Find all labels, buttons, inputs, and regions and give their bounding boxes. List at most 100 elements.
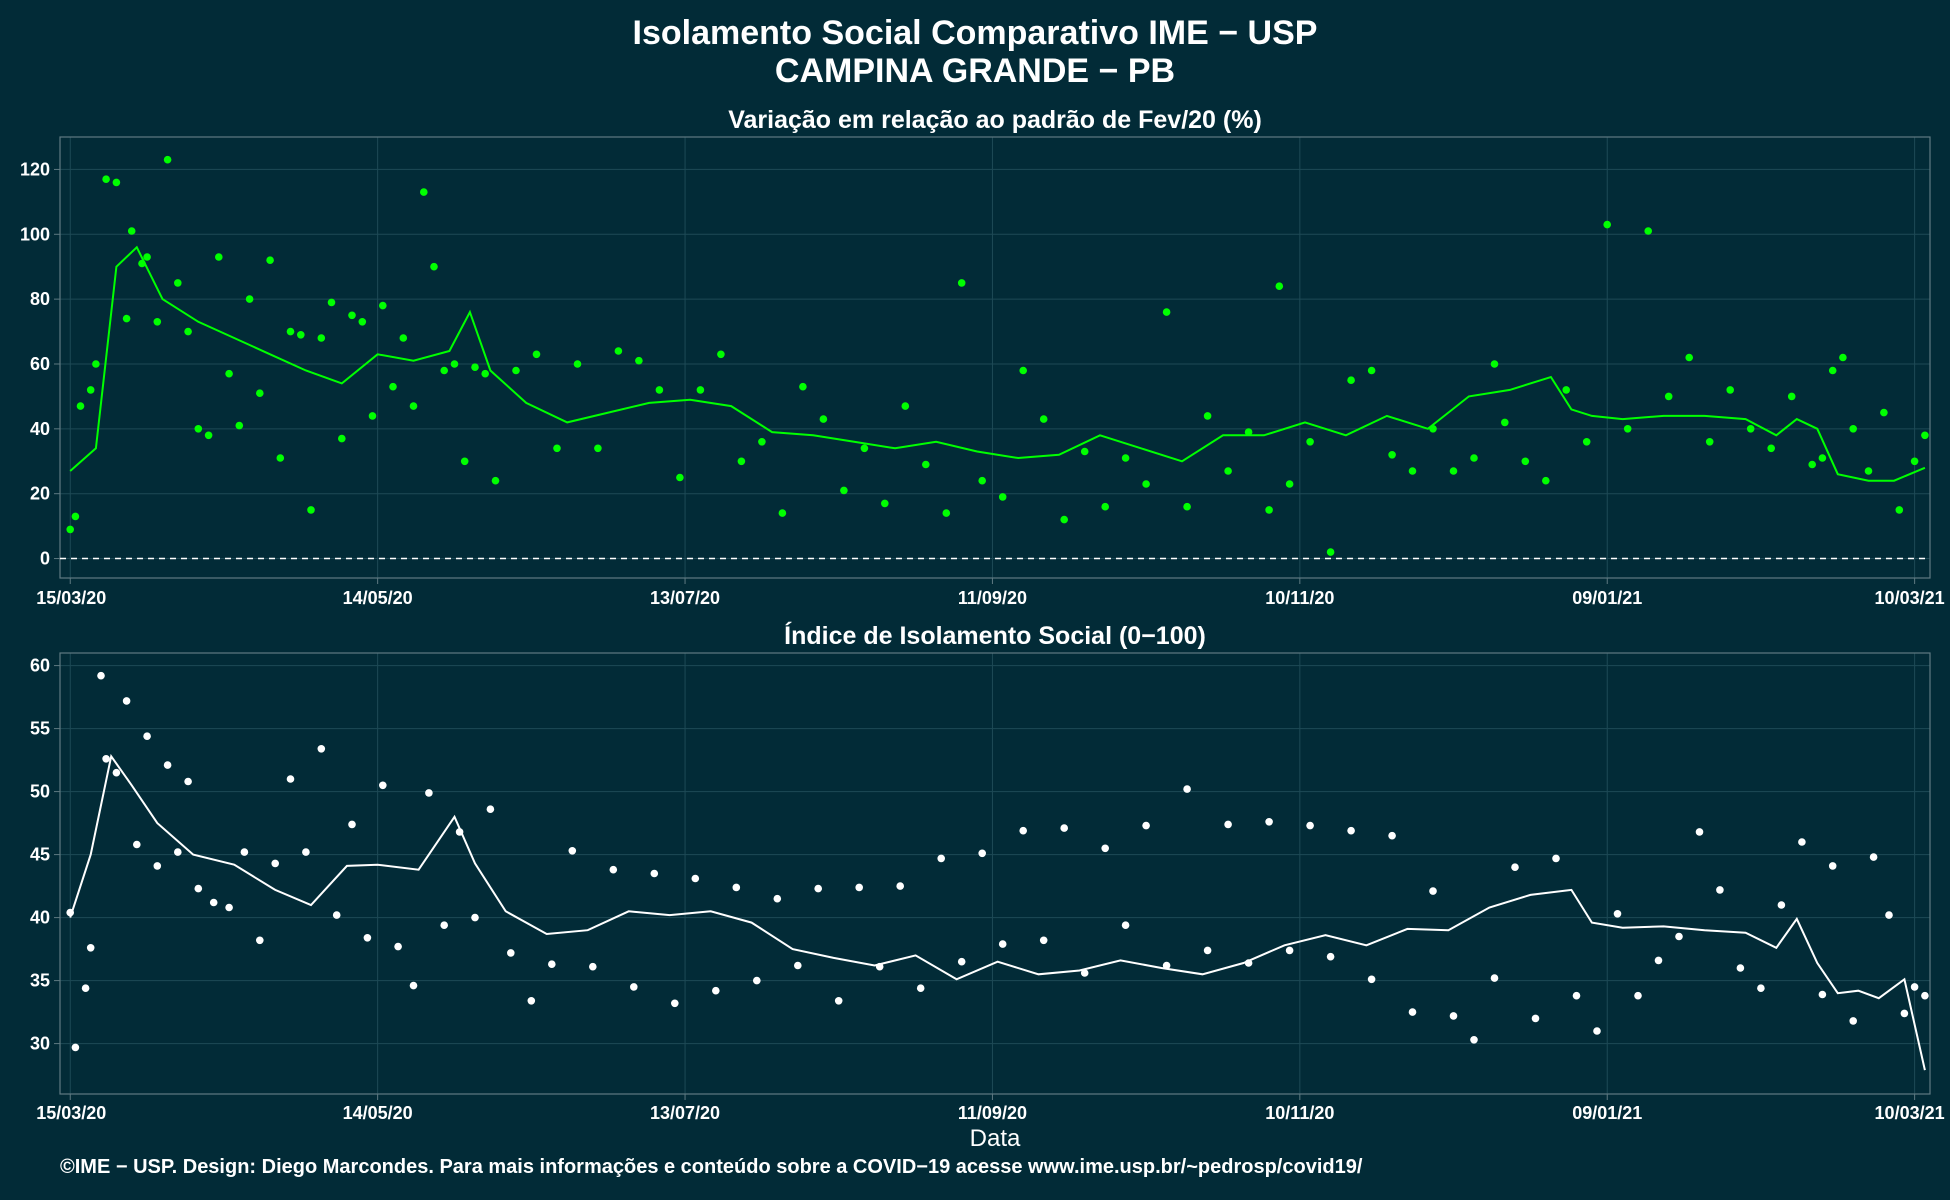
data-point [276, 454, 285, 462]
data-point [527, 997, 536, 1005]
data-point [1326, 548, 1335, 556]
data-point [860, 444, 869, 453]
data-point [881, 499, 889, 508]
data-point [112, 178, 121, 187]
data-point [1285, 946, 1294, 955]
x-tick-label: 13/07/20 [650, 1103, 720, 1123]
data-point [916, 984, 925, 992]
data-point [143, 253, 151, 261]
data-point [758, 438, 766, 446]
data-point [1326, 952, 1335, 961]
data-point [1869, 853, 1878, 861]
y-tick-label: 100 [20, 224, 50, 244]
data-point [855, 883, 863, 892]
y-tick-label: 55 [30, 719, 50, 739]
x-tick-label: 10/03/21 [1875, 1103, 1945, 1123]
data-point [332, 911, 341, 919]
data-point [696, 386, 705, 394]
data-point [507, 949, 515, 957]
data-point [209, 898, 218, 907]
credits-footer: ©IME − USP. Design: Diego Marcondes. Par… [60, 1156, 1363, 1178]
data-point [814, 884, 822, 893]
data-point [425, 789, 433, 797]
data-point [896, 882, 904, 890]
data-point [1582, 438, 1591, 446]
data-point [1367, 366, 1376, 375]
data-point [1895, 506, 1904, 514]
data-point [1019, 826, 1027, 835]
data-point [1798, 838, 1806, 846]
data-point [794, 961, 802, 970]
data-point [163, 155, 172, 164]
data-point [1080, 969, 1089, 977]
data-point [153, 862, 162, 870]
data-point [409, 981, 418, 990]
panel-title: Índice de Isolamento Social (0−100) [784, 621, 1206, 650]
data-point [368, 412, 377, 420]
data-point [1705, 438, 1714, 446]
data-point [112, 768, 121, 777]
data-point [122, 314, 131, 323]
data-point [1449, 1012, 1458, 1020]
data-point [86, 386, 95, 394]
data-point [1777, 901, 1786, 909]
data-point [307, 506, 315, 514]
data-point [1757, 984, 1765, 992]
data-point [430, 262, 438, 271]
data-point [1101, 502, 1109, 511]
data-point [1224, 467, 1232, 475]
data-point [143, 732, 151, 740]
x-tick-label: 15/03/20 [36, 588, 106, 608]
data-point [778, 509, 787, 517]
panel-border [59, 136, 1931, 579]
data-point [66, 525, 74, 534]
data-point [440, 921, 449, 929]
data-point [1388, 831, 1396, 840]
data-point [1449, 467, 1458, 475]
data-point [1244, 428, 1253, 436]
y-tick-label: 80 [30, 289, 50, 309]
data-point [630, 983, 638, 991]
data-point [1767, 444, 1775, 453]
data-point [153, 318, 162, 326]
data-point [240, 848, 249, 856]
figure-subtitle-city: CAMPINA GRANDE − PB [774, 52, 1176, 90]
data-point [363, 934, 372, 942]
data-point [957, 279, 966, 287]
data-point [635, 356, 643, 365]
data-point [1634, 991, 1642, 1000]
y-tick-label: 0 [40, 549, 50, 569]
data-point [1664, 392, 1673, 401]
data-point [998, 940, 1007, 948]
data-point [1060, 515, 1068, 524]
data-point [609, 865, 618, 874]
data-point [834, 997, 843, 1005]
data-point [286, 775, 295, 783]
data-point [1511, 863, 1519, 871]
data-point [1644, 227, 1652, 235]
data-point [1726, 386, 1734, 394]
data-point [1828, 862, 1837, 870]
x-tick-label: 09/01/21 [1572, 1103, 1642, 1123]
data-point [1265, 818, 1273, 826]
data-point [840, 486, 848, 495]
data-point [486, 805, 495, 813]
data-point [1080, 447, 1089, 456]
data-point [204, 431, 213, 440]
data-point [174, 279, 182, 287]
data-point [548, 960, 556, 968]
data-point [573, 360, 582, 368]
y-tick-label: 60 [30, 656, 50, 676]
data-point [1603, 220, 1611, 229]
data-point [671, 999, 679, 1008]
data-point [225, 369, 233, 378]
moving-average-line [69, 753, 1926, 1071]
data-point [450, 360, 459, 368]
data-point [1685, 353, 1693, 362]
y-tick-label: 120 [20, 159, 50, 179]
data-point [1552, 854, 1560, 863]
data-point [71, 1043, 80, 1052]
data-point [1501, 418, 1509, 427]
